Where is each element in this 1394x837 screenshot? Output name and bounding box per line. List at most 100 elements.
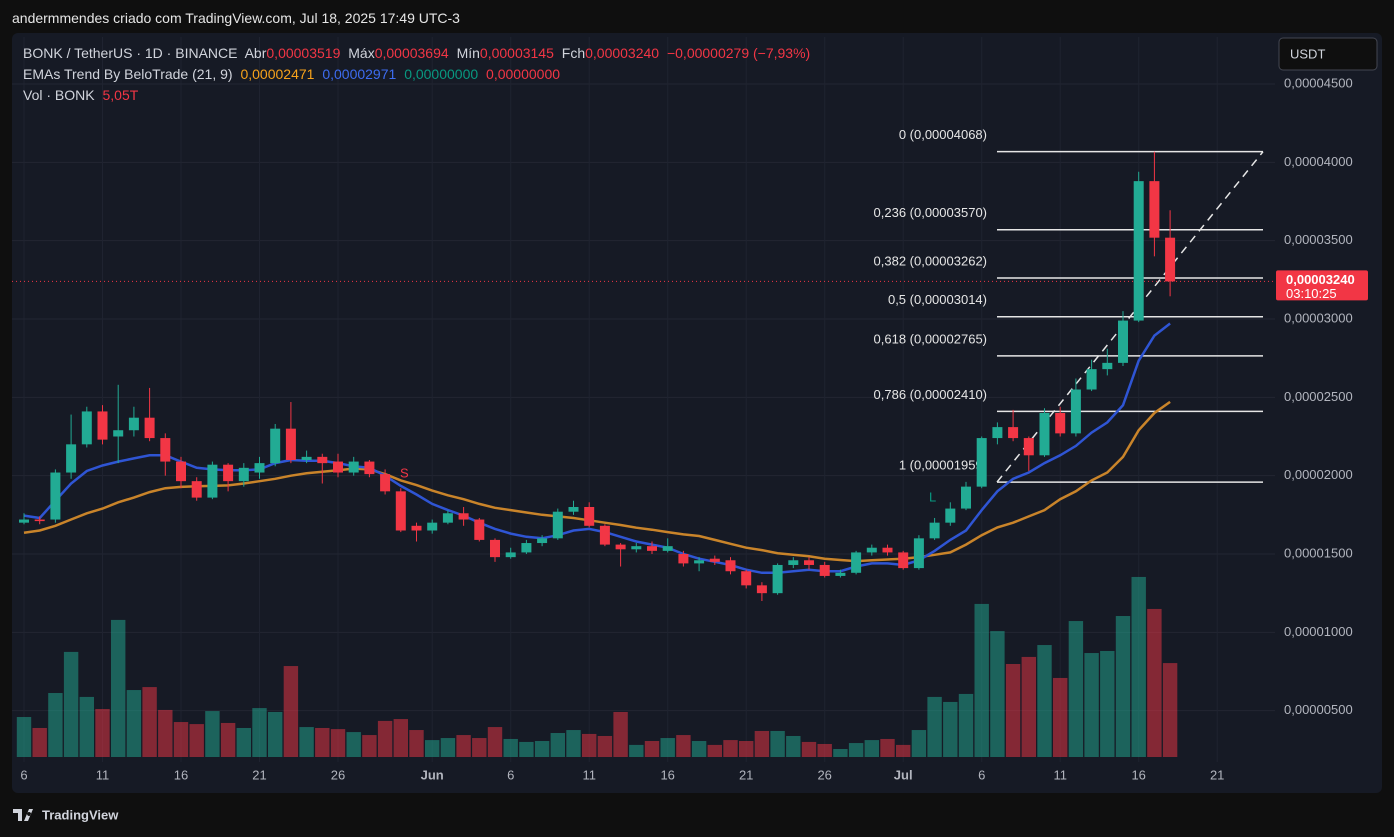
logo-icon (13, 809, 33, 821)
volume-bar (644, 741, 660, 757)
currency-button[interactable] (1278, 37, 1378, 71)
volume-bar (848, 743, 864, 757)
candle-body (191, 481, 202, 498)
value: 0,00003519 (266, 45, 341, 61)
candle-body (913, 538, 924, 569)
volume-bar (220, 722, 236, 757)
candle-body (945, 508, 956, 523)
candle-body (505, 552, 516, 558)
fib-label: 0,5 (0,00003014) (888, 292, 987, 307)
fib-label: 0,786 (0,00002410) (874, 387, 987, 402)
volume-bar (1084, 653, 1099, 757)
y-tick-label: 0,00004000 (1284, 154, 1353, 169)
value: 0,00003240 (585, 45, 660, 61)
candle-body (1133, 181, 1144, 321)
x-tick-label: 11 (1053, 767, 1067, 782)
candle-body (678, 554, 689, 564)
candle-body (756, 585, 767, 594)
value: 0,00003145 (479, 45, 554, 61)
volume-bar (32, 727, 47, 757)
candle-body (662, 546, 673, 551)
candle-body (128, 417, 139, 431)
candle-body (380, 474, 391, 492)
candle-body (929, 522, 940, 539)
brand: TradingView (42, 807, 119, 822)
value: 0,00002971 (322, 66, 397, 82)
volume-bar (283, 666, 299, 757)
fib-label: 0,618 (0,00002765) (874, 331, 987, 346)
signal-label: L (929, 489, 936, 504)
candle-body (364, 461, 375, 475)
x-tick-label: 21 (739, 767, 753, 782)
candle-body (1102, 362, 1113, 370)
y-tick-label: 0,00002500 (1284, 389, 1353, 404)
candle-body (898, 552, 909, 569)
candle-body (1165, 237, 1176, 282)
candle-body (694, 560, 705, 564)
value: 5,05T (102, 87, 139, 103)
candle-body (584, 507, 595, 526)
candle-body (709, 558, 720, 562)
candle-body (804, 560, 814, 565)
candle-body (348, 461, 359, 473)
volume-bar (1131, 576, 1146, 757)
volume-bar (79, 696, 94, 757)
y-tick-label: 0,00003500 (1284, 232, 1353, 247)
change: −0,00000279 (−7,93%) (666, 45, 811, 61)
legend-row: Vol · BONK 5,05T (23, 87, 142, 103)
candle-body (552, 511, 563, 539)
volume-title: Vol · BONK (23, 87, 95, 103)
volume-bar (126, 690, 142, 757)
volume-bar (597, 735, 613, 757)
candle-body (1118, 320, 1128, 363)
candle-body (961, 486, 971, 509)
candle-body (537, 538, 548, 544)
candle-body (254, 463, 265, 473)
volume-bar (315, 727, 330, 757)
candle-body (144, 417, 155, 439)
candle-body (411, 525, 422, 531)
fib-label: 0,236 (0,00003570) (874, 205, 987, 220)
candle-body (317, 456, 328, 464)
label: Mín (456, 45, 480, 61)
candle-body (599, 525, 610, 545)
candle-body (458, 513, 469, 520)
volume-bar (1021, 656, 1036, 757)
candle-body (81, 411, 92, 445)
label: Máx (348, 45, 375, 61)
volume-bar (1005, 664, 1021, 757)
volume-bar (660, 738, 675, 757)
candle-body (442, 513, 453, 523)
volume-bar (911, 730, 927, 757)
candle-body (788, 560, 799, 565)
candle-body (97, 411, 108, 440)
volume-bar (487, 727, 503, 757)
candle-body (976, 438, 987, 487)
volume-bar (95, 709, 110, 757)
x-tick-label: 11 (582, 767, 596, 782)
volume-bar (723, 740, 738, 757)
candle-body (19, 519, 29, 523)
volume-bar (1037, 645, 1052, 757)
volume-bar (472, 738, 487, 757)
volume-bar (189, 724, 204, 757)
indicator: EMAs Trend By BeloTrade (21, 9) (23, 66, 233, 82)
volume-bar (770, 730, 785, 757)
value: 0,00003694 (374, 45, 449, 61)
volume-bar (1068, 621, 1084, 757)
price-tag-label: 0,00003240 (1286, 272, 1355, 287)
x-tick-label: 26 (331, 767, 345, 782)
candle-body (285, 428, 296, 460)
y-tick-label: 0,00001500 (1284, 545, 1353, 560)
volume-bar (63, 651, 79, 757)
candle-body (835, 572, 846, 576)
volume-bar (48, 693, 63, 757)
volume-bar (393, 719, 408, 757)
volume-bar (801, 741, 817, 757)
y-tick-label: 0,00001000 (1284, 624, 1353, 639)
volume-bar (786, 735, 801, 757)
candle-body (113, 430, 124, 437)
candle-body (521, 543, 532, 553)
volume-bar (613, 711, 628, 757)
